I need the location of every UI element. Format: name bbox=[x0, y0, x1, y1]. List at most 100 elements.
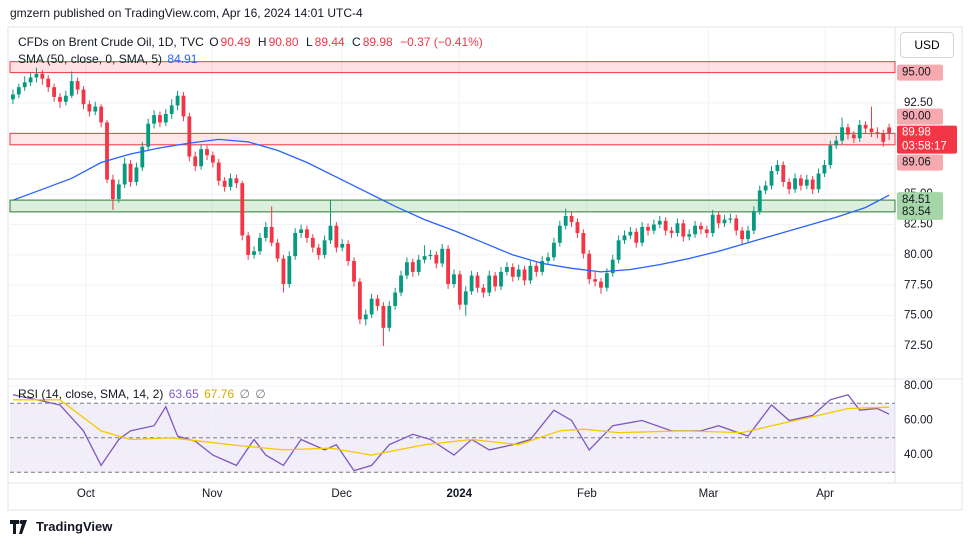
candle-body bbox=[63, 95, 68, 102]
zone bbox=[9, 61, 896, 74]
candle-body bbox=[657, 220, 662, 225]
candle-body bbox=[87, 104, 92, 112]
candle-body bbox=[522, 269, 527, 281]
symbol: CFDs on Brent Crude Oil, 1D, TVC bbox=[18, 35, 204, 49]
candle-body bbox=[99, 106, 104, 123]
candle-body bbox=[252, 251, 256, 255]
candle-body bbox=[693, 225, 697, 235]
candle-body bbox=[16, 87, 21, 95]
candle-body bbox=[640, 226, 645, 243]
ohlc-key: L bbox=[305, 35, 313, 49]
candle-body bbox=[616, 240, 621, 260]
candle-body bbox=[810, 179, 815, 190]
ohlc-key: C bbox=[352, 35, 361, 49]
candle-body bbox=[669, 230, 674, 234]
candle-body bbox=[510, 267, 515, 277]
price-label: 84.51 bbox=[902, 194, 931, 206]
candle-body bbox=[557, 225, 562, 243]
candle-body bbox=[52, 87, 57, 97]
candle-body bbox=[258, 237, 262, 252]
candle-body bbox=[563, 216, 568, 226]
x-tick-label: Nov bbox=[202, 488, 223, 500]
candle-body bbox=[163, 113, 168, 123]
price-label-box bbox=[897, 203, 943, 220]
countdown: 03:58:17 bbox=[902, 141, 947, 153]
candle-body bbox=[834, 140, 839, 146]
currency-button[interactable]: USD bbox=[900, 32, 954, 58]
candle-body bbox=[504, 267, 509, 272]
candle-body bbox=[710, 214, 715, 234]
price-label-box bbox=[897, 154, 943, 171]
candle-body bbox=[93, 106, 98, 112]
candle-body bbox=[469, 275, 474, 292]
header: gmzern published on TradingView.com, Apr… bbox=[10, 6, 363, 20]
candle-body bbox=[134, 167, 139, 182]
candle-body bbox=[128, 163, 133, 182]
candle-body bbox=[593, 279, 598, 282]
candle-body bbox=[216, 162, 221, 181]
candle-body bbox=[269, 226, 274, 243]
candle-body bbox=[687, 234, 692, 237]
candle-body bbox=[457, 274, 462, 305]
candle-body bbox=[205, 149, 209, 156]
candle-body bbox=[869, 128, 874, 133]
candle-body bbox=[175, 95, 180, 106]
candle-body bbox=[281, 258, 286, 285]
candle-body bbox=[651, 224, 656, 231]
candle-body bbox=[716, 214, 721, 224]
candle-body bbox=[681, 223, 686, 237]
candle-body bbox=[34, 73, 39, 78]
candle-body bbox=[728, 218, 733, 220]
candle-body bbox=[881, 133, 886, 142]
candle-body bbox=[546, 257, 550, 261]
candle-body bbox=[851, 134, 856, 139]
candle-body bbox=[840, 127, 844, 141]
candle-body bbox=[116, 184, 121, 199]
candle-body bbox=[857, 124, 862, 139]
candle-body bbox=[816, 173, 821, 190]
candle-body bbox=[428, 254, 433, 257]
candle-body bbox=[552, 242, 556, 258]
candle-body bbox=[440, 248, 445, 264]
candle-body bbox=[587, 253, 592, 280]
candle-body bbox=[28, 77, 33, 83]
candle-body bbox=[887, 127, 892, 134]
candle-body bbox=[528, 265, 533, 281]
candle-body bbox=[393, 292, 398, 306]
rsi-title: RSI (14, close, SMA, 14, 2) bbox=[18, 387, 164, 401]
zone bbox=[9, 132, 896, 146]
candle-body bbox=[863, 124, 868, 129]
candle-body bbox=[463, 291, 468, 305]
price-label: 95.00 bbox=[902, 67, 931, 79]
rsi-legend: RSI (14, close, SMA, 14, 2) 63.65 67.76 … bbox=[18, 387, 268, 401]
candle-body bbox=[787, 181, 792, 190]
candle-body bbox=[122, 163, 127, 185]
candle-body bbox=[569, 216, 574, 223]
price-label: 83.54 bbox=[902, 206, 931, 218]
candle-body bbox=[499, 271, 503, 287]
candle-body bbox=[369, 298, 374, 315]
candle-body bbox=[699, 225, 703, 230]
candle-body bbox=[234, 178, 239, 184]
candle-body bbox=[293, 233, 298, 257]
candle-body bbox=[328, 225, 333, 241]
frame bbox=[7, 26, 963, 511]
ohlc: L 89.44 bbox=[306, 35, 347, 49]
candle-body bbox=[540, 260, 545, 272]
candle-body bbox=[746, 230, 750, 240]
candle-body bbox=[399, 275, 403, 293]
legend: CFDs on Brent Crude Oil, 1D, TVC O 90.49 … bbox=[18, 35, 485, 49]
candle-body bbox=[663, 220, 668, 231]
candle-body bbox=[240, 183, 245, 236]
candle-body bbox=[193, 156, 198, 167]
rsi-value: 63.65 bbox=[168, 387, 199, 401]
candle-body bbox=[40, 73, 45, 79]
candle-body bbox=[316, 247, 321, 255]
candle-body bbox=[828, 145, 833, 165]
candle-body bbox=[769, 171, 774, 186]
candle-body bbox=[375, 298, 380, 306]
candle-body bbox=[322, 240, 327, 255]
candle-body bbox=[246, 235, 251, 255]
candle-body bbox=[263, 226, 268, 238]
